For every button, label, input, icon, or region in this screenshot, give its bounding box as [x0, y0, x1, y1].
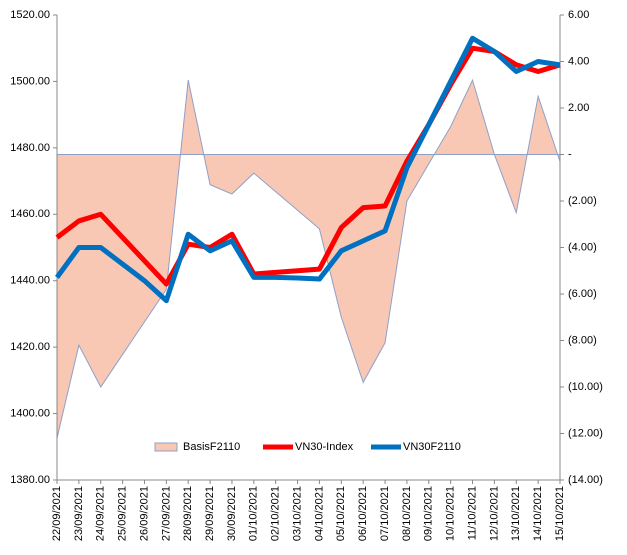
y2-tick-label: (8.00) — [568, 334, 597, 346]
x-tick-label: 24/09/2021 — [95, 486, 107, 541]
y-tick-label: 1520.00 — [10, 9, 50, 21]
legend-label: VN30-Index — [295, 441, 354, 453]
x-tick-label: 06/10/2021 — [357, 486, 369, 541]
x-tick-label: 25/09/2021 — [117, 486, 129, 541]
y-tick-label: 1440.00 — [10, 275, 50, 287]
x-tick-label: 29/09/2021 — [204, 486, 216, 541]
x-tick-label: 03/10/2021 — [291, 486, 303, 541]
legend-swatch — [154, 442, 178, 452]
y2-tick-label: (2.00) — [568, 195, 597, 207]
x-tick-label: 10/10/2021 — [445, 486, 457, 541]
y-tick-label: 1500.00 — [10, 75, 50, 87]
x-tick-label: 14/10/2021 — [532, 486, 544, 541]
x-tick-label: 15/10/2021 — [554, 486, 566, 541]
y2-tick-label: 2.00 — [568, 102, 589, 114]
legend-label: BasisF2110 — [183, 441, 240, 453]
x-tick-label: 08/10/2021 — [401, 486, 413, 541]
x-tick-label: 28/09/2021 — [182, 486, 194, 541]
area — [56, 78, 561, 439]
y2-tick-label: (6.00) — [568, 288, 597, 300]
x-tick-label: 05/10/2021 — [335, 486, 347, 541]
y2-tick-label: - — [568, 148, 572, 160]
x-tick-label: 07/10/2021 — [379, 486, 391, 541]
line — [55, 45, 561, 287]
line — [54, 35, 561, 304]
x-tick-label: 04/10/2021 — [313, 486, 325, 541]
x-tick-label: 30/09/2021 — [226, 486, 238, 541]
x-tick-label: 01/10/2021 — [248, 486, 260, 541]
x-tick-label: 23/09/2021 — [73, 486, 85, 541]
y2-tick-label: (14.00) — [568, 474, 603, 486]
y2-tick-label: (12.00) — [568, 427, 603, 439]
x-tick-label: 12/10/2021 — [488, 486, 500, 541]
y-tick-label: 1380.00 — [10, 474, 50, 486]
x-tick-label: 26/09/2021 — [138, 486, 150, 541]
x-tick-label: 27/09/2021 — [160, 486, 172, 541]
y-tick-label: 1400.00 — [10, 407, 50, 419]
y2-tick-label: (10.00) — [568, 381, 603, 393]
x-tick-label: 09/10/2021 — [423, 486, 435, 541]
x-tick-label: 13/10/2021 — [510, 486, 522, 541]
x-tick-label: 02/10/2021 — [270, 486, 282, 541]
y-tick-label: 1420.00 — [10, 341, 50, 353]
x-tick-label: 22/09/2021 — [51, 486, 63, 541]
y2-tick-label: (4.00) — [568, 241, 597, 253]
y2-tick-label: 4.00 — [568, 55, 589, 67]
legend-label: VN30F2110 — [403, 441, 461, 453]
y2-tick-label: 6.00 — [568, 9, 589, 21]
y-tick-label: 1480.00 — [10, 142, 50, 154]
y-tick-label: 1460.00 — [10, 208, 50, 220]
x-tick-label: 11/10/2021 — [466, 486, 478, 540]
